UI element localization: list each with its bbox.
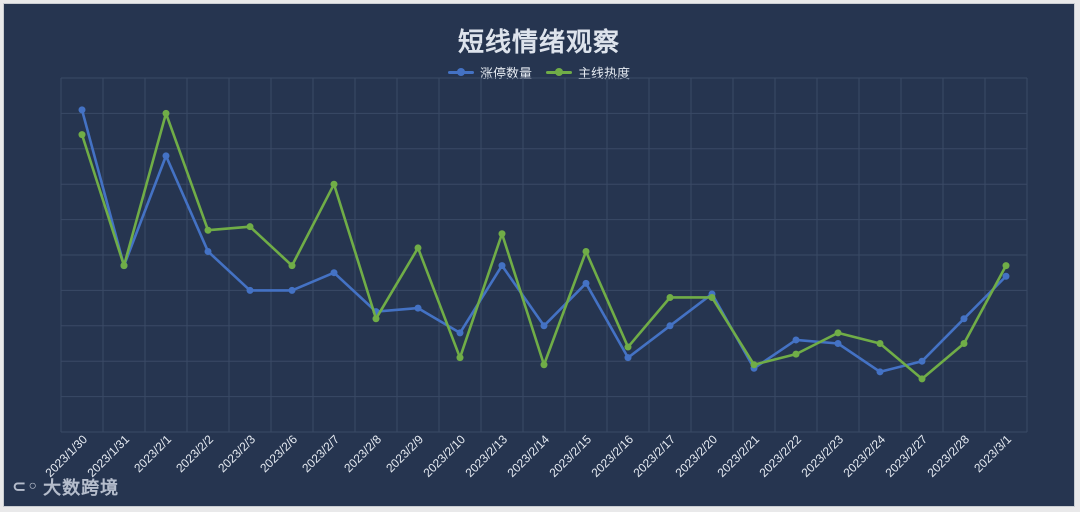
x-tick-label: 2023/2/15	[546, 432, 594, 480]
x-tick-label: 2023/2/21	[714, 432, 762, 480]
data-point-series-2[interactable]	[498, 230, 506, 238]
data-point-series-1[interactable]	[246, 286, 254, 294]
x-tick-label: 2023/2/22	[756, 432, 804, 480]
series-1	[78, 106, 1010, 376]
data-point-series-2[interactable]	[120, 262, 128, 270]
data-point-series-2[interactable]	[960, 340, 968, 347]
data-point-series-1[interactable]	[918, 357, 926, 365]
watermark: ⊂◦ 大数跨境	[12, 474, 119, 500]
x-tick-label: 2023/2/23	[798, 432, 846, 480]
data-point-series-2[interactable]	[288, 262, 296, 270]
data-point-series-1[interactable]	[330, 269, 338, 277]
data-point-series-2[interactable]	[414, 244, 422, 252]
data-point-series-1[interactable]	[666, 322, 674, 330]
x-tick-label: 2023/2/27	[882, 432, 930, 480]
data-point-series-1[interactable]	[582, 279, 590, 287]
data-point-series-1[interactable]	[960, 315, 968, 323]
data-point-series-1[interactable]	[162, 152, 170, 160]
data-point-series-1[interactable]	[456, 329, 464, 337]
chart-frame: 短线情绪观察 涨停数量 主线热度 2023/1/30 2023/1/31 2023/…	[3, 3, 1075, 507]
data-point-series-2[interactable]	[162, 109, 170, 117]
data-point-series-2[interactable]	[876, 340, 884, 347]
data-point-series-2[interactable]	[204, 226, 212, 234]
legend-swatch-series-2	[546, 68, 572, 76]
data-point-series-2[interactable]	[624, 343, 632, 351]
data-point-series-1[interactable]	[1002, 272, 1010, 280]
data-point-series-2[interactable]	[834, 329, 842, 337]
x-tick-label: 2023/2/16	[588, 432, 636, 480]
chart-title: 短线情绪观察	[457, 28, 620, 58]
data-point-series-2[interactable]	[918, 375, 926, 383]
x-tick-label: 2023/2/28	[924, 432, 972, 480]
data-point-series-1[interactable]	[876, 368, 884, 376]
data-point-series-1[interactable]	[540, 322, 548, 330]
data-point-series-1[interactable]	[498, 262, 506, 270]
x-tick-label: 2023/2/1	[131, 432, 174, 475]
x-tick-label: 2023/2/17	[630, 432, 678, 480]
x-tick-label: 2023/2/6	[257, 432, 300, 475]
data-point-series-2[interactable]	[792, 350, 800, 358]
series-2	[78, 109, 1010, 383]
data-point-series-1[interactable]	[834, 340, 842, 347]
x-tick-label: 2023/2/2	[173, 432, 216, 475]
data-point-series-2[interactable]	[1002, 262, 1010, 270]
x-tick-label: 2023/3/1	[971, 432, 1014, 475]
x-tick-label: 2023/2/8	[341, 432, 384, 475]
data-point-series-2[interactable]	[456, 354, 464, 362]
data-point-series-2[interactable]	[78, 131, 86, 139]
x-tick-label: 2023/2/24	[840, 432, 888, 480]
x-tick-label: 2023/2/9	[383, 432, 426, 475]
data-point-series-2[interactable]	[372, 315, 380, 323]
x-tick-label: 2023/2/13	[462, 432, 510, 480]
x-tick-label: 2023/2/10	[420, 432, 468, 480]
data-point-series-2[interactable]	[750, 361, 758, 369]
data-point-series-2[interactable]	[330, 180, 338, 188]
x-tick-label: 2023/2/20	[672, 432, 720, 480]
data-point-series-1[interactable]	[624, 354, 632, 362]
x-tick-label: 2023/2/14	[504, 432, 552, 480]
data-point-series-2[interactable]	[246, 223, 254, 231]
series-line-2	[80, 112, 1008, 381]
data-point-series-1[interactable]	[78, 106, 86, 114]
data-point-series-2[interactable]	[708, 293, 716, 301]
x-tick-label: 2023/1/31	[84, 432, 132, 480]
grid	[60, 77, 1028, 433]
data-point-series-2[interactable]	[582, 247, 590, 255]
data-point-series-1[interactable]	[204, 247, 212, 255]
watermark-text: 大数跨境	[43, 478, 120, 499]
data-point-series-1[interactable]	[414, 304, 422, 312]
x-tick-label: 2023/2/3	[215, 432, 258, 475]
x-tick-label: 2023/1/30	[42, 432, 90, 480]
x-tick-label: 2023/2/7	[299, 432, 342, 475]
data-point-series-1[interactable]	[288, 286, 296, 294]
legend-swatch-series-1	[447, 68, 474, 76]
data-point-series-1[interactable]	[792, 336, 800, 344]
brand-logo-icon: ⊂◦	[12, 477, 40, 497]
data-point-series-2[interactable]	[666, 293, 674, 301]
data-point-series-2[interactable]	[540, 361, 548, 369]
